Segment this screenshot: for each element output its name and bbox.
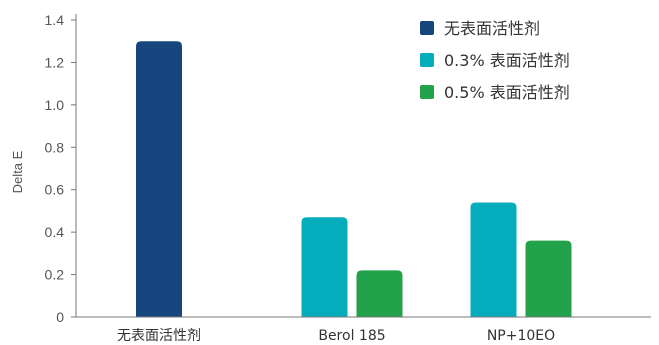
y-axis-ticks: 0 0.2 0.4 0.6 0.8 1.0 1.2 1.4: [45, 12, 76, 325]
legend: 无表面活性剂 0.3% 表面活性剂 0.5% 表面活性剂: [420, 19, 570, 102]
legend-label: 无表面活性剂: [444, 19, 540, 38]
legend-swatch: [420, 85, 434, 99]
legend-swatch: [420, 21, 434, 35]
legend-swatch: [420, 53, 434, 67]
y-tick-label: 0.8: [45, 139, 65, 155]
bar-2-2: [525, 240, 572, 317]
bars: [136, 41, 572, 317]
x-category-label: NP+10EO: [487, 328, 555, 344]
y-tick-label: 0.2: [45, 267, 65, 283]
legend-label: 0.3% 表面活性剂: [444, 51, 570, 70]
x-axis-categories: 无表面活性剂 Berol 185 NP+10EO: [117, 328, 555, 344]
y-tick-label: 0.6: [45, 182, 65, 198]
y-tick-label: 1.2: [45, 54, 65, 70]
legend-label: 0.5% 表面活性剂: [444, 83, 570, 102]
y-tick-label: 0.4: [45, 224, 65, 240]
y-tick-label: 1.4: [45, 12, 65, 28]
y-tick-label: 1.0: [45, 97, 65, 113]
y-tick-label: 0: [56, 309, 64, 325]
bar-0-0: [136, 41, 182, 317]
x-category-label: Berol 185: [318, 328, 385, 344]
bar-1-2: [356, 270, 403, 317]
bar-2-1: [470, 202, 517, 317]
x-category-label: 无表面活性剂: [117, 328, 201, 344]
y-axis-label: Delta E: [10, 150, 25, 193]
bar-1-1: [301, 217, 348, 317]
